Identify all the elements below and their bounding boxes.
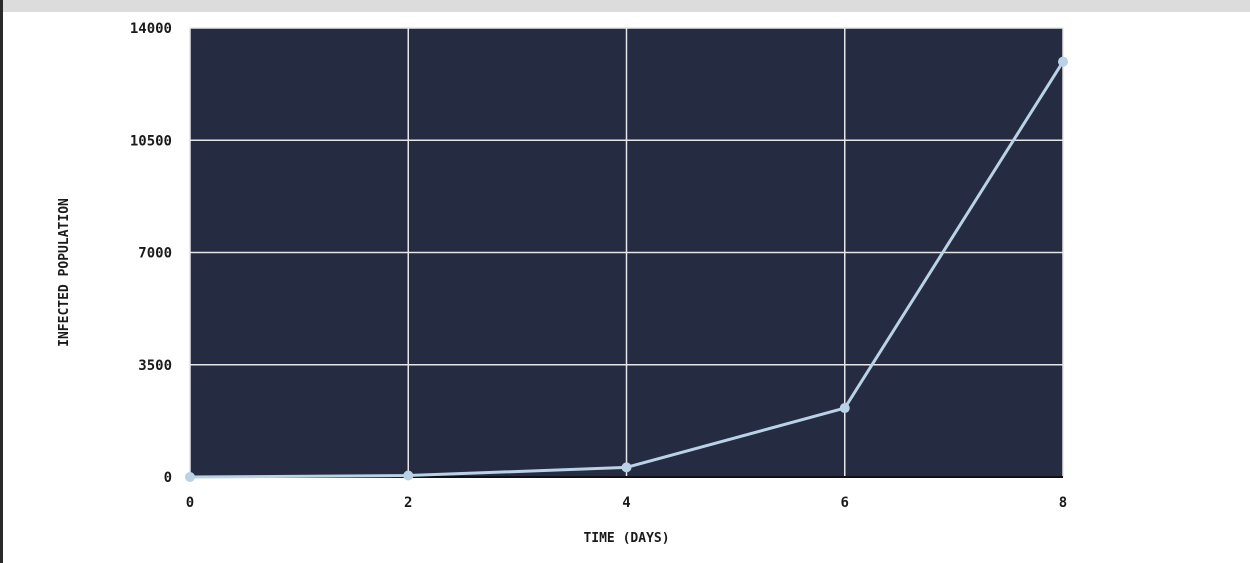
data-point <box>839 403 850 414</box>
y-tick-label: 7000 <box>138 246 172 262</box>
data-point <box>403 470 414 481</box>
grid-lines <box>189 27 1064 477</box>
data-point <box>621 462 632 473</box>
x-tick-labels: 0 2 4 6 8 <box>186 495 1067 511</box>
y-tick-label: 0 <box>164 470 172 486</box>
x-tick-label: 4 <box>622 495 630 511</box>
y-axis-title: INFECTED POPULATION <box>57 198 72 347</box>
data-point <box>185 472 195 482</box>
left-edge-border <box>0 0 3 563</box>
x-tick-label: 8 <box>1059 495 1067 511</box>
x-axis-title: TIME (DAYS) <box>583 531 669 546</box>
data-points <box>185 56 1068 482</box>
x-tick-label: 2 <box>404 495 412 511</box>
y-tick-label: 14000 <box>130 21 172 37</box>
x-tick-label: 0 <box>186 495 194 511</box>
y-tick-label: 10500 <box>130 133 172 149</box>
y-tick-labels: 0 3500 7000 10500 14000 <box>130 21 172 486</box>
data-point <box>1058 56 1068 67</box>
x-tick-label: 6 <box>841 495 849 511</box>
y-tick-label: 3500 <box>138 358 172 374</box>
top-strip <box>0 0 1250 12</box>
